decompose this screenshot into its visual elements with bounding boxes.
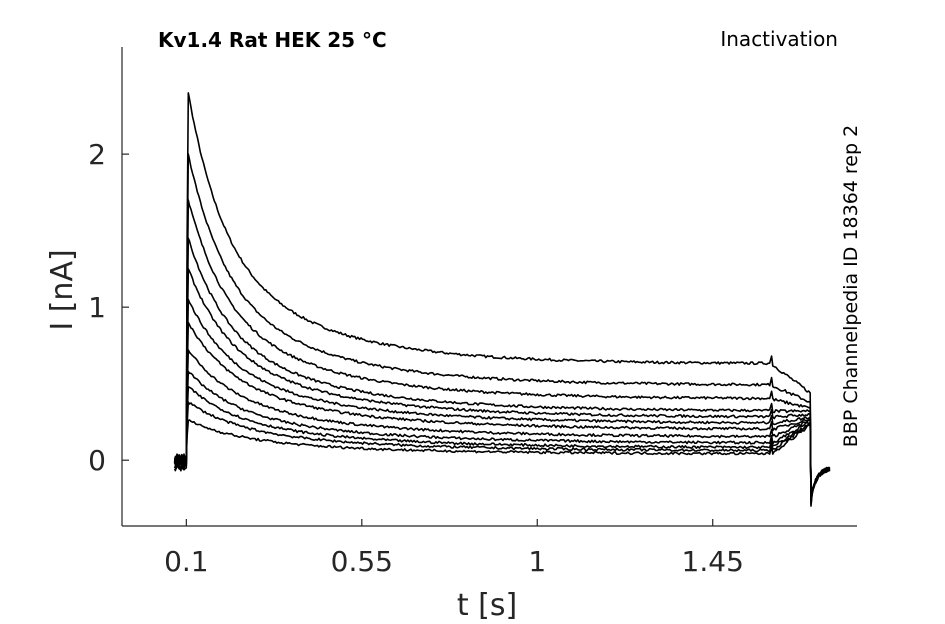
chart-title: Kv1.4 Rat HEK 25 °C <box>158 28 387 52</box>
source-label: BBP Channelpedia ID 18364 rep 2 <box>840 125 862 447</box>
x-tick-label: 1 <box>528 545 546 578</box>
current-trace <box>173 385 831 492</box>
current-trace <box>173 92 831 507</box>
current-trace <box>174 153 831 506</box>
x-tick-label: 1.45 <box>682 545 744 578</box>
y-axis-label: I [nA] <box>45 249 80 330</box>
x-axis-label: t [s] <box>457 588 517 623</box>
current-trace <box>173 349 830 495</box>
protocol-annotation: Inactivation <box>720 27 838 51</box>
current-trace <box>173 419 831 491</box>
current-trace <box>173 370 830 493</box>
y-tick-label: 1 <box>88 291 106 324</box>
y-tick-label: 2 <box>88 138 106 171</box>
ticks: 0.1 0.55 1 1.45 0 1 2 <box>88 138 744 578</box>
x-tick-label: 0.1 <box>164 545 209 578</box>
axes <box>121 47 857 527</box>
current-trace <box>174 268 831 500</box>
current-trace <box>173 237 831 502</box>
current-trace <box>173 401 830 490</box>
y-tick-label: 0 <box>88 444 106 477</box>
x-tick-label: 0.55 <box>331 545 393 578</box>
current-trace <box>173 199 830 504</box>
traces <box>173 92 831 507</box>
current-trace <box>174 298 831 498</box>
current-trace <box>173 321 831 496</box>
